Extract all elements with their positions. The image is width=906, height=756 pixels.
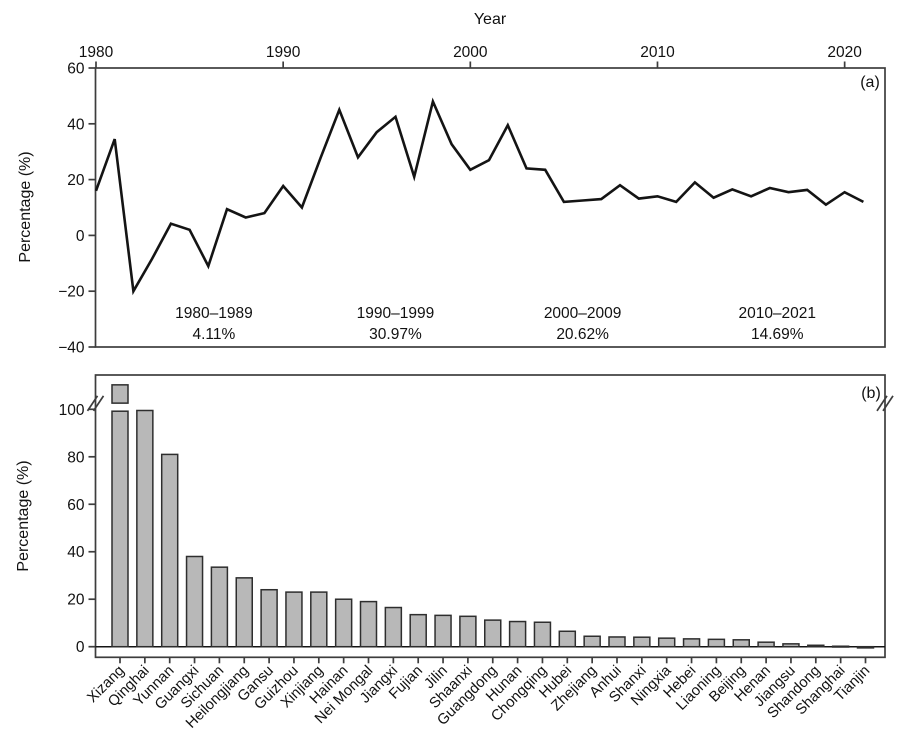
line-series-annual-percentage: [94, 97, 864, 296]
panel-a-y-axis-title: Percentage (%): [17, 151, 34, 263]
bar-chongqing: [533, 621, 552, 648]
bar-liaoning: [707, 638, 726, 648]
panel-a-y-tick-label: 60: [67, 61, 85, 78]
panel-b-y-tick-label: 40: [67, 544, 85, 561]
panel-b-y-tick-label: 20: [67, 592, 85, 609]
bar-hubei: [558, 630, 577, 648]
decade-annotation-period: 1980–1989: [175, 305, 253, 322]
panel-a-y-tick-label: 40: [67, 116, 85, 133]
decade-annotation-mean: 20.62%: [556, 326, 609, 343]
bar-shanxi: [633, 636, 651, 648]
panel-a-x-tick-label: 2000: [453, 44, 488, 61]
panel-a-x-tick-label: 1980: [79, 44, 114, 61]
decade-annotation: 1980–1989 4.11%: [175, 305, 253, 343]
decade-annotation-period: 2000–2009: [544, 305, 622, 322]
panel-a-x-tick-label: 1990: [266, 44, 301, 61]
panel-a-y-tick-label: 0: [76, 228, 85, 245]
bar-xinjiang: [310, 591, 328, 648]
decade-annotation-period: 2010–2021: [738, 305, 816, 322]
decade-annotation-mean: 4.11%: [193, 326, 236, 343]
bar-henan: [757, 641, 775, 648]
bar-anhui: [608, 636, 626, 648]
panel-b-y-tick-label: 60: [67, 497, 85, 514]
bar-jiangxi: [384, 606, 403, 648]
bar-xizang-upper: [111, 384, 129, 404]
bar-sichuan: [210, 566, 229, 648]
decade-annotation: 1990–1999 30.97%: [357, 305, 435, 343]
panel-a-frame: [94, 67, 886, 348]
bar-tianjin: [856, 645, 875, 649]
panel-a-y-tick-label: −20: [58, 284, 85, 301]
bar-gansu: [260, 588, 278, 648]
decade-annotation: 2000–2009 20.62%: [544, 305, 622, 343]
bar-ningxia: [657, 637, 676, 648]
panel-a-label: (a): [860, 74, 880, 91]
axis-break-icon-right: [876, 395, 894, 412]
bar-guangxi: [185, 555, 204, 648]
bar-yunnan: [160, 453, 179, 648]
panel-a-y-tick-label: −40: [58, 340, 85, 357]
bar-guangdong: [484, 619, 502, 648]
panel-a-y-tick-label: 20: [67, 172, 85, 189]
panel-b-y-tick-label: 80: [67, 449, 85, 466]
bar-hunan: [508, 620, 527, 648]
bar-shaanxi: [459, 615, 477, 648]
bar-zhejiang: [583, 635, 601, 648]
decade-annotation-mean: 14.69%: [751, 326, 804, 343]
panel-a-x-tick-label: 2020: [827, 44, 862, 61]
panel-b-y-tick-label: 100: [59, 402, 85, 419]
decade-annotation-period: 1990–1999: [357, 305, 435, 322]
panel-b-label: (b): [861, 385, 881, 402]
bar-guizhou: [285, 591, 303, 648]
bar-qinghai: [136, 409, 154, 648]
bar-heilongjiang: [235, 577, 253, 648]
panel-b-y-axis-title: Percentage (%): [15, 460, 32, 572]
x-axis-title: Year: [473, 11, 507, 28]
bar-shandong: [807, 644, 825, 648]
bar-nei-mongal: [359, 600, 378, 648]
axis-break-icon-left: [86, 395, 105, 412]
bar-jilin: [434, 614, 452, 648]
bar-xizang-lower: [111, 410, 129, 648]
bar-hebei: [682, 638, 701, 648]
bar-shanghai: [831, 645, 850, 648]
panel-a-x-tick-label: 2010: [640, 44, 675, 61]
bar-fujian: [409, 613, 427, 648]
bar-jiangsu: [782, 643, 800, 648]
bar-hainan: [334, 598, 353, 648]
bar-beijing: [732, 639, 750, 648]
panel-b-y-tick-label: 0: [76, 639, 85, 656]
panel-b-frame: [94, 374, 886, 659]
decade-annotation-mean: 30.97%: [369, 326, 422, 343]
decade-annotation: 2010–2021 14.69%: [738, 305, 816, 343]
